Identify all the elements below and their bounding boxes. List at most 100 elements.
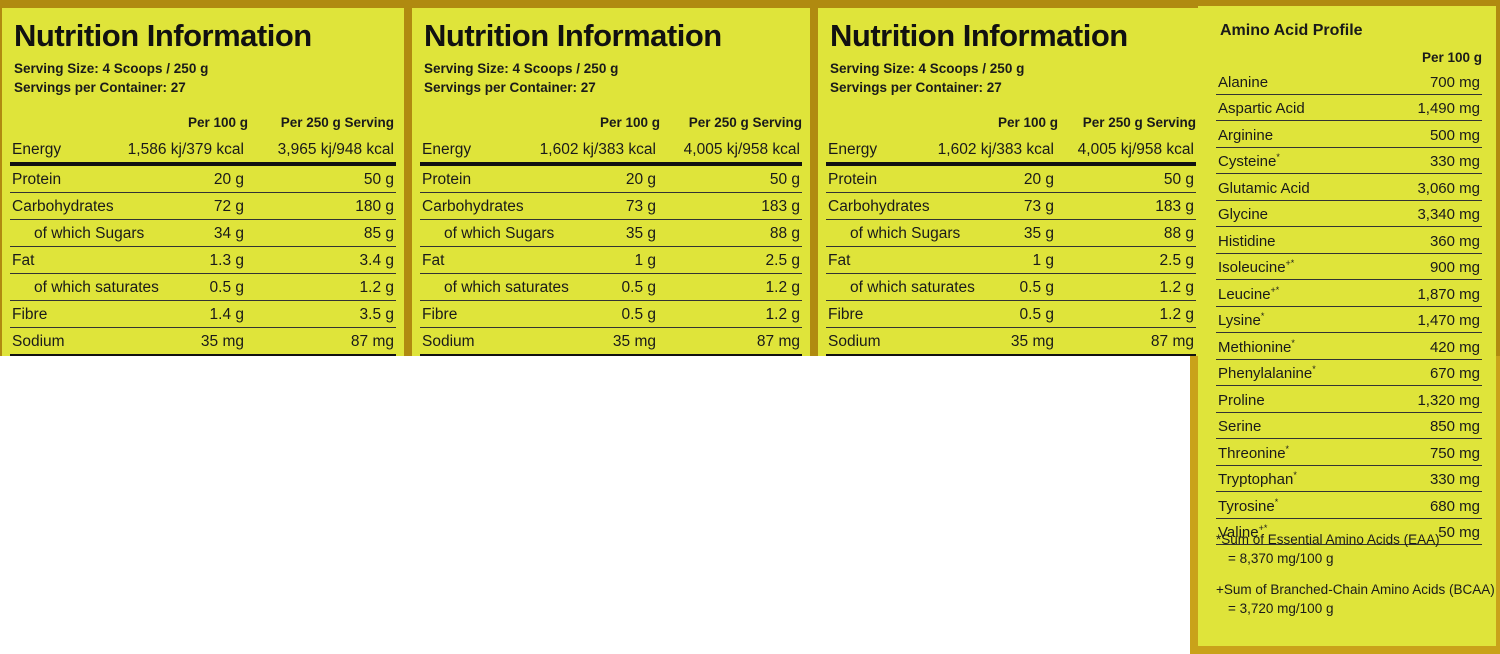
nutrient-label: Fibre	[828, 306, 864, 323]
amino-value: 680 mg	[1429, 497, 1480, 515]
value-per-100g: 73 g	[625, 198, 656, 215]
amino-label: Methionine*	[1218, 338, 1295, 356]
nutrient-label: Sodium	[422, 333, 475, 350]
amino-value: 1,490 mg	[1417, 100, 1480, 117]
value-per-100g: 0.5 g	[209, 279, 244, 296]
amino-name: Glycine	[1218, 206, 1269, 223]
servings-per-container: Servings per Container: 27	[424, 80, 596, 95]
nutrient-label: Carbohydrates	[422, 198, 524, 215]
amino-row: Tyrosine* 680 mg	[1216, 492, 1482, 519]
nutrition-panel-2: Nutrition Information Serving Size: 4 Sc…	[412, 8, 810, 356]
amino-label: Isoleucine+*	[1218, 258, 1294, 276]
col-per-100g: Per 100 g	[187, 115, 248, 130]
amino-label: Proline	[1218, 391, 1265, 409]
serving-size: Serving Size: 4 Scoops / 250 g	[424, 61, 619, 76]
nutrient-label: Sodium	[12, 333, 65, 350]
value-per-100g: 0.5 g	[621, 279, 656, 296]
value-per-serving: 50 g	[363, 171, 394, 188]
nutrition-row: Sodium 35 mg 87 mg	[10, 328, 396, 356]
panel-title: Nutrition Information	[830, 18, 1128, 53]
value-per-serving: 50 g	[769, 171, 800, 188]
value-per-100g: 35 mg	[200, 333, 244, 350]
amino-value: 330 mg	[1429, 153, 1480, 170]
amino-row: Glycine 3,340 mg	[1216, 201, 1482, 227]
nutrient-label: Fibre	[422, 306, 458, 323]
nutrient-label: Fat	[828, 252, 851, 269]
amino-label: Phenylalanine*	[1218, 364, 1316, 382]
nutrition-row: Fibre 0.5 g 1.2 g	[826, 301, 1196, 328]
amino-label: Lysine*	[1218, 311, 1264, 329]
amino-label: Tyrosine*	[1218, 497, 1278, 515]
bcaa-note-line2: = 3,720 mg/100 g	[1228, 601, 1334, 616]
amino-value: 900 mg	[1429, 259, 1480, 276]
eaa-note-line1: *Sum of Essential Amino Acids (EAA)	[1216, 532, 1440, 547]
amino-value: 3,060 mg	[1417, 179, 1480, 197]
amino-name: Glutamic Acid	[1218, 179, 1310, 197]
nutrition-table: Energy 1,602 kj/383 kcal 4,005 kj/958 kcal…	[420, 136, 802, 356]
nutrition-row: Energy 1,602 kj/383 kcal 4,005 kj/958 kcal	[420, 136, 802, 166]
amino-label: Threonine*	[1218, 444, 1289, 462]
amino-label: Leucine+*	[1218, 285, 1279, 303]
value-per-serving: 180 g	[355, 198, 394, 215]
amino-row: Proline 1,320 mg	[1216, 386, 1482, 413]
nutrition-row: Carbohydrates 73 g 183 g	[826, 193, 1196, 220]
value-per-100g: 1,602 kj/383 kcal	[539, 141, 656, 158]
nutrition-row: Protein 20 g 50 g	[826, 166, 1196, 193]
amino-row: Isoleucine+* 900 mg	[1216, 254, 1482, 280]
nutrient-label: Energy	[828, 141, 878, 158]
nutrition-row: Fibre 1.4 g 3.5 g	[10, 301, 396, 328]
amino-mark: *	[1274, 496, 1279, 507]
value-per-serving: 2.5 g	[765, 252, 800, 269]
value-per-100g: 35 mg	[612, 333, 656, 350]
nutrition-row: Carbohydrates 72 g 180 g	[10, 193, 396, 220]
amino-name: Tryptophan	[1218, 471, 1294, 488]
nutrition-row: Fat 1 g 2.5 g	[826, 247, 1196, 274]
amino-mark: +*	[1270, 284, 1280, 295]
value-per-serving: 4,005 kj/958 kcal	[1077, 141, 1194, 158]
amino-value: 850 mg	[1429, 418, 1480, 435]
value-per-100g: 1 g	[1032, 252, 1054, 269]
nutrient-label: Energy	[12, 141, 62, 158]
serving-size: Serving Size: 4 Scoops / 250 g	[14, 61, 209, 76]
amino-name: Proline	[1218, 391, 1265, 409]
value-per-100g: 35 mg	[1010, 333, 1054, 350]
value-per-serving: 183 g	[761, 198, 800, 215]
amino-acid-panel: Amino Acid Profile Per 100 g Alanine 700 …	[1198, 6, 1496, 646]
amino-row: Valine+* 50 mg	[1216, 519, 1482, 545]
value-per-serving: 50 g	[1163, 171, 1194, 188]
amino-row: Lysine* 1,470 mg	[1216, 307, 1482, 333]
nutrient-label: Fibre	[12, 306, 48, 323]
col-per-100g: Per 100 g	[997, 115, 1058, 130]
amino-row: Alanine 700 mg	[1216, 68, 1482, 95]
amino-label: Histidine	[1218, 232, 1276, 250]
col-per-serving: Per 250 g Serving	[1082, 115, 1196, 130]
amino-value: 330 mg	[1429, 471, 1480, 488]
amino-row: Methionine* 420 mg	[1216, 333, 1482, 360]
value-per-serving: 87 mg	[350, 333, 394, 350]
value-per-100g: 0.5 g	[1019, 306, 1054, 323]
value-per-serving: 3.5 g	[359, 306, 394, 323]
amino-name: Aspartic Acid	[1218, 100, 1305, 117]
amino-name: Alanine	[1218, 73, 1269, 91]
amino-name: Serine	[1218, 418, 1262, 435]
amino-value: 500 mg	[1429, 126, 1480, 144]
value-per-serving: 88 g	[1163, 225, 1194, 242]
value-per-serving: 3,965 kj/948 kcal	[277, 141, 394, 158]
amino-value: 1,470 mg	[1417, 312, 1480, 329]
nutrition-row: of which saturates 0.5 g 1.2 g	[420, 274, 802, 301]
amino-row: Leucine+* 1,870 mg	[1216, 280, 1482, 307]
nutrient-label: of which Sugars	[34, 225, 145, 242]
col-per-serving: Per 250 g Serving	[280, 115, 394, 130]
nutrition-table: Energy 1,602 kj/383 kcal 4,005 kj/958 kcal…	[826, 136, 1196, 356]
nutrition-row: of which Sugars 34 g 85 g	[10, 220, 396, 247]
nutrition-row: Carbohydrates 73 g 183 g	[420, 193, 802, 220]
col-per-100g: Per 100 g	[599, 115, 660, 130]
nutrient-label: Protein	[422, 171, 472, 188]
amino-value: 1,870 mg	[1417, 285, 1480, 303]
nutrition-row: Fibre 0.5 g 1.2 g	[420, 301, 802, 328]
bcaa-note: +Sum of Branched-Chain Amino Acids (BCAA…	[1216, 580, 1495, 618]
nutrient-label: Carbohydrates	[828, 198, 930, 215]
amino-name: Isoleucine	[1218, 259, 1286, 276]
nutrition-row: Sodium 35 mg 87 mg	[826, 328, 1196, 356]
nutrient-label: Fat	[422, 252, 445, 269]
